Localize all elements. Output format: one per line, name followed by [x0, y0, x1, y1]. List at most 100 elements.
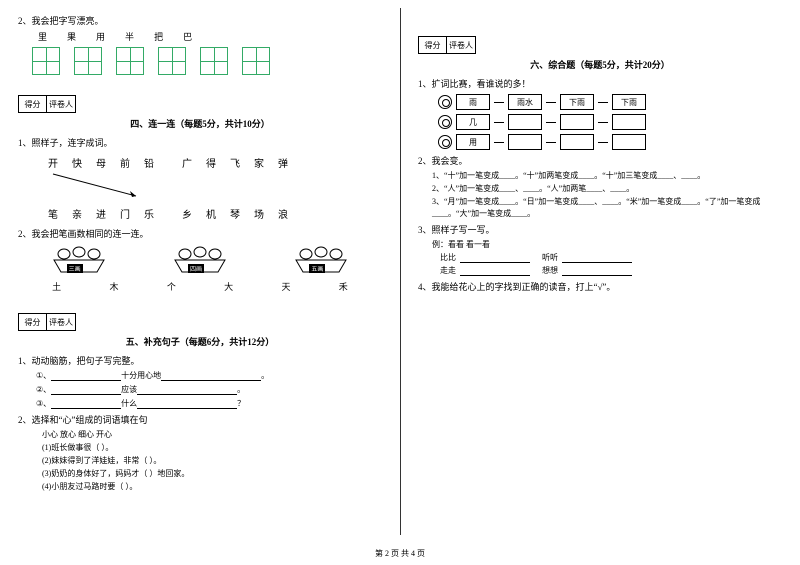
grader-label: 评卷人: [47, 96, 75, 112]
stroke-char: 大: [224, 280, 233, 293]
blank: [137, 385, 237, 395]
grader-label: 评卷人: [447, 37, 475, 53]
chain-box: 几: [456, 114, 490, 130]
chain-row: 雨 雨水 下雨 下雨: [438, 94, 782, 110]
sub-item: (1)班长做事很（ ）。: [42, 442, 382, 453]
chain-box: [508, 114, 542, 130]
connect-char: 浪: [278, 206, 288, 221]
stroke-chars-row: 土 木 个 大 天 禾: [28, 280, 372, 293]
section-5-title: 五、补充句子（每题6分，共计12分）: [18, 335, 382, 348]
blank: [460, 266, 530, 276]
chain-link: [494, 122, 504, 123]
connect-bottom-row: 笔 亲 进 门 乐 乡 机 琴 场 浪: [48, 206, 382, 221]
tian-cell: [116, 47, 144, 75]
chain-box: 下雨: [560, 94, 594, 110]
chain-box: 下雨: [612, 94, 646, 110]
ex-word: 走走: [440, 266, 456, 275]
s4-2-prompt: 2、我会把笔画数相同的连一连。: [18, 227, 382, 240]
s6-2-line: 3、“月”加一笔变成____。“日”加一笔变成____、____。“米”加一笔变…: [432, 196, 782, 218]
chain-circle-icon: [438, 115, 452, 129]
char: 用: [96, 30, 105, 43]
tian-cell: [242, 47, 270, 75]
tian-grid-row: [32, 47, 382, 75]
stroke-char: 土: [52, 280, 61, 293]
stroke-char: 木: [109, 280, 118, 293]
connect-char: 飞: [230, 155, 240, 170]
connect-char: 母: [96, 155, 106, 170]
example-rows: 比比 听听 走走 想想: [440, 252, 782, 276]
flower-row: 三画 四画 五画: [18, 246, 382, 274]
connect-char: 弹: [278, 155, 288, 170]
char: 果: [67, 30, 76, 43]
example-text: 例：看看 看一看: [432, 239, 782, 250]
tian-cell: [200, 47, 228, 75]
ex-word: 想想: [542, 266, 558, 275]
stroke-char: 禾: [339, 280, 348, 293]
score-box: 得分 评卷人: [418, 36, 476, 54]
blank: [460, 253, 530, 263]
flower-basket-icon: 三画: [49, 246, 109, 274]
connect-char: 门: [120, 206, 130, 221]
chain-box: 用: [456, 134, 490, 150]
blank: [51, 371, 121, 381]
chain-box: [560, 114, 594, 130]
s6-2-line: 1、“十”加一笔变成____。“十”加两笔变成____。“十”加三笔变成____…: [432, 170, 782, 181]
connect-arrow: [48, 176, 382, 200]
ex-word: 听听: [542, 253, 558, 262]
example-row: 比比 听听: [440, 252, 782, 263]
score-label: 得分: [19, 314, 47, 330]
score-box: 得分 评卷人: [18, 95, 76, 113]
connect-char: 前: [120, 155, 130, 170]
line-text: 应该: [121, 385, 137, 394]
q2-char-row: 里 果 用 半 把 巴: [38, 30, 382, 43]
s5-2-prompt: 2、选择和“心”组成的词语填在句: [18, 413, 382, 426]
connect-char: 进: [96, 206, 106, 221]
line-text: 十分用心地: [121, 371, 161, 380]
tian-cell: [158, 47, 186, 75]
chain-row: 几: [438, 114, 782, 130]
tian-cell: [32, 47, 60, 75]
flower-label: 五画: [309, 264, 325, 273]
flower-basket-icon: 五画: [291, 246, 351, 274]
chain-link: [598, 142, 608, 143]
chain-link: [494, 102, 504, 103]
blank: [562, 266, 632, 276]
left-column: 2、我会把字写漂亮。 里 果 用 半 把 巴 得分 评卷人 四、连一连（每题5分…: [0, 0, 400, 565]
tian-cell: [74, 47, 102, 75]
line-num: ②、: [36, 385, 51, 394]
chain-box: [612, 134, 646, 150]
connect-char: 乡: [182, 206, 192, 221]
section-4-title: 四、连一连（每题5分，共计10分）: [18, 117, 382, 130]
sub-item: (3)奶奶的身体好了，妈妈才（ ）地回家。: [42, 468, 382, 479]
flower-basket-icon: 四画: [170, 246, 230, 274]
chain-link: [546, 142, 556, 143]
example-row: 走走 想想: [440, 265, 782, 276]
chain-circle-icon: [438, 95, 452, 109]
chain-box: 雨: [456, 94, 490, 110]
connect-top-row: 开 快 母 前 铅 广 得 飞 家 弹: [48, 155, 382, 170]
grader-label: 评卷人: [47, 314, 75, 330]
chain-row: 用: [438, 134, 782, 150]
stroke-char: 天: [281, 280, 290, 293]
blank: [161, 371, 261, 381]
line-num: ③、: [36, 399, 51, 408]
chain-link: [598, 122, 608, 123]
fill-line: ③、什么？: [36, 398, 382, 409]
sub-item: (2)妹妹得到了洋娃娃，非常（ ）。: [42, 455, 382, 466]
chain-box: 雨水: [508, 94, 542, 110]
score-label: 得分: [419, 37, 447, 53]
s6-2-prompt: 2、我会变。: [418, 154, 782, 167]
right-column: 得分 评卷人 六、综合题（每题5分，共计20分） 1、扩词比赛，看谁说的多！ 雨…: [400, 0, 800, 565]
s4-1-prompt: 1、照样子，连字成词。: [18, 136, 382, 149]
q2-prompt: 2、我会把字写漂亮。: [18, 14, 382, 27]
chain-link: [546, 102, 556, 103]
fill-line: ②、应该。: [36, 384, 382, 395]
connect-char: 机: [206, 206, 216, 221]
connect-char: 铅: [144, 155, 154, 170]
char: 里: [38, 30, 47, 43]
connect-char: 得: [206, 155, 216, 170]
line-num: ①、: [36, 371, 51, 380]
s5-1-prompt: 1、动动脑筋，把句子写完整。: [18, 354, 382, 367]
char: 把: [154, 30, 163, 43]
page-footer: 第 2 页 共 4 页: [0, 548, 800, 559]
